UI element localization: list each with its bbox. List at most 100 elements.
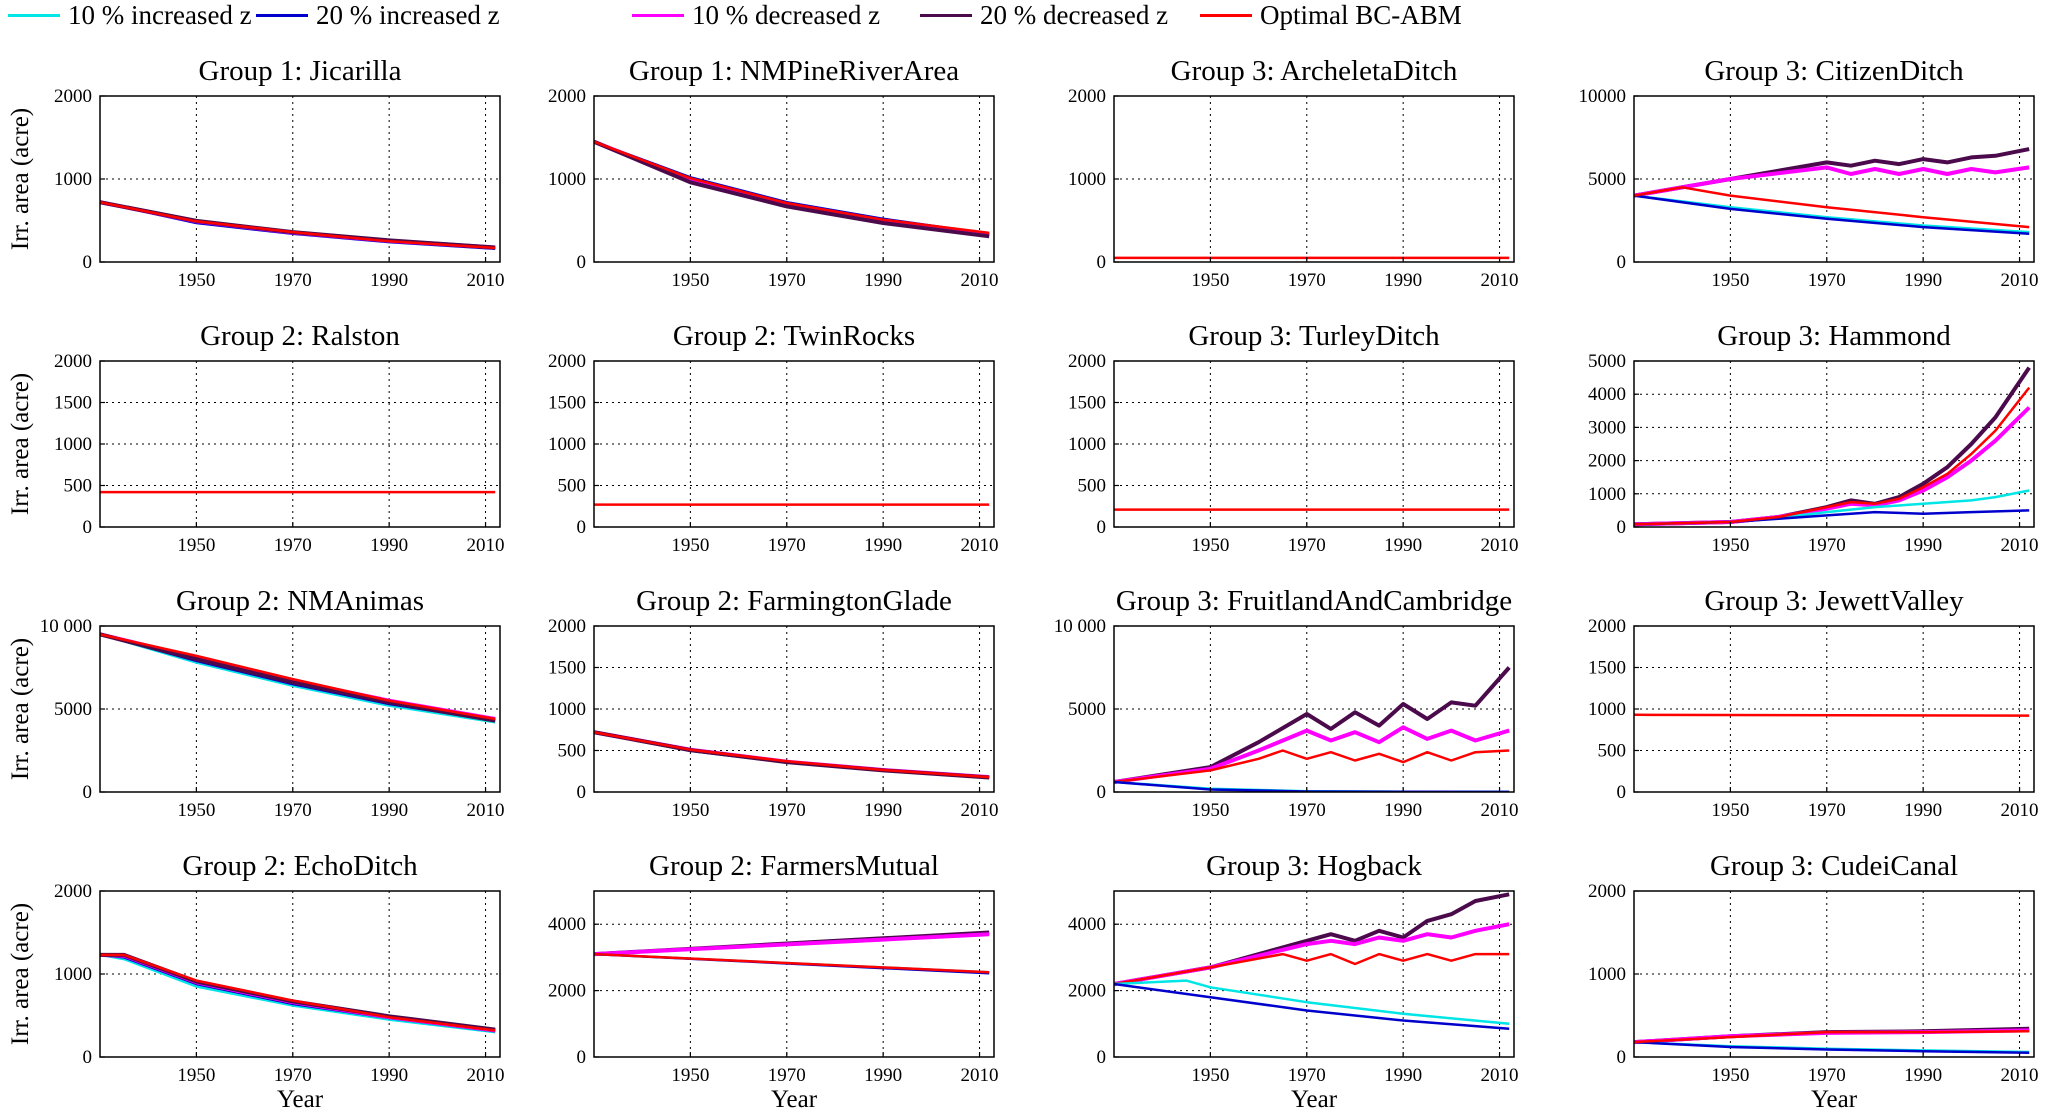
x-tick-label: 1950	[1711, 800, 1749, 821]
x-tick-label: 2010	[1481, 535, 1519, 556]
y-tick-label: 0	[1617, 782, 1627, 803]
x-tick-label: 1950	[177, 800, 215, 821]
x-tick-label: 1990	[1904, 800, 1942, 821]
y-tick-label: 2000	[54, 351, 92, 372]
y-tick-label: 1500	[1588, 658, 1626, 679]
x-tick-label: 1990	[864, 270, 902, 291]
x-tick-label: 2010	[1481, 270, 1519, 291]
series-line-s20inc	[1114, 780, 1510, 792]
y-tick-label: 0	[83, 782, 93, 803]
subplot-8: 1950 1970 1990 2010 0 1000 2000 3000 4000 5000 Gro…	[1588, 320, 2039, 556]
axes-frame	[593, 890, 995, 1058]
subplot-5: 1950 1970 1990 2010 0 500 1000 1500 2000 Group 2:…	[7, 320, 505, 556]
x-tick-label: 2010	[961, 1065, 999, 1086]
series-group	[100, 632, 496, 724]
y-tick-label: 1000	[1588, 699, 1626, 720]
x-tick-label: 1990	[1904, 270, 1942, 291]
legend-label-optimal: Optimal BC-ABM	[1260, 0, 1462, 30]
axes-frame	[1633, 360, 2035, 528]
series-line-s20dec	[1114, 666, 1511, 784]
series-line-optimal	[1634, 186, 2030, 229]
legend-swatch-10-increased	[8, 13, 60, 17]
x-tick-label: 2010	[961, 270, 999, 291]
x-tick-label: 1970	[274, 800, 312, 821]
series-group	[1114, 892, 1510, 1031]
legend-label-20-increased: 20 % increased z	[316, 0, 500, 30]
series-line-optimal	[1634, 1030, 2030, 1044]
x-tick-label: 1970	[274, 1065, 312, 1086]
x-tick-label: 1970	[274, 535, 312, 556]
y-tick-label: 0	[577, 252, 587, 273]
series-group	[594, 930, 990, 975]
x-tick-label: 1970	[768, 800, 806, 821]
x-tick-label: 2010	[467, 535, 505, 556]
legend-label-10-increased: 10 % increased z	[68, 0, 252, 30]
y-tick-label: 4000	[548, 914, 586, 935]
x-tick-label: 1950	[177, 270, 215, 291]
subplot-title: Group 1: NMPineRiverArea	[629, 55, 959, 87]
x-tick-label: 1990	[1384, 535, 1422, 556]
y-axis-label: Irr. area (acre)	[7, 108, 34, 250]
series-group	[100, 200, 496, 250]
subplot-16: 1950 1970 1990 2010 0 1000 2000 Group 3: CudeiC…	[1588, 850, 2039, 1108]
y-tick-label: 2000	[1588, 616, 1626, 637]
x-tick-label: 1990	[864, 535, 902, 556]
subplot-title: Group 1: Jicarilla	[199, 55, 402, 87]
x-axis-label: Year	[1811, 1086, 1858, 1108]
subplot-10: 1950 1970 1990 2010 0 500 1000 1500 2000 Group 2:…	[548, 585, 999, 821]
legend-item-optimal: Optimal BC-ABM	[1200, 0, 1462, 30]
x-tick-label: 1970	[274, 270, 312, 291]
y-tick-label: 4000	[1588, 384, 1626, 405]
y-tick-label: 0	[1097, 517, 1107, 538]
y-tick-label: 500	[1598, 741, 1627, 762]
series-group	[1114, 666, 1511, 792]
y-axis-label: Irr. area (acre)	[7, 903, 34, 1045]
y-tick-label: 2000	[1588, 451, 1626, 472]
subplot-title: Group 2: Ralston	[200, 320, 400, 352]
y-tick-label: 10000	[1579, 86, 1627, 107]
y-tick-label: 2000	[1068, 351, 1106, 372]
x-tick-label: 1990	[370, 1065, 408, 1086]
x-tick-label: 1950	[177, 1065, 215, 1086]
series-line-s10inc	[594, 730, 990, 779]
x-tick-label: 1950	[1191, 535, 1229, 556]
subplot-9: 1950 1970 1990 2010 0 5000 10 000 Group 2: NMAn…	[7, 585, 505, 821]
legend-item-10-decreased: 10 % decreased z	[632, 0, 880, 30]
series-line-optimal	[100, 953, 496, 1032]
y-tick-label: 1000	[1068, 434, 1106, 455]
subplot-2: 1950 1970 1990 2010 0 1000 2000 Group 1: NMPine…	[548, 55, 999, 291]
y-tick-label: 1000	[54, 169, 92, 190]
x-tick-label: 1970	[1808, 800, 1846, 821]
x-tick-label: 2010	[961, 800, 999, 821]
x-tick-label: 1990	[370, 270, 408, 291]
x-tick-label: 1950	[1191, 1065, 1229, 1086]
x-tick-label: 2010	[961, 535, 999, 556]
x-tick-label: 2010	[467, 1065, 505, 1086]
y-tick-label: 0	[83, 517, 93, 538]
series-line-optimal	[594, 140, 990, 235]
x-tick-label: 1990	[370, 800, 408, 821]
y-tick-label: 0	[1617, 252, 1627, 273]
legend-item-20-decreased: 20 % decreased z	[920, 0, 1168, 30]
y-tick-label: 1000	[1588, 964, 1626, 985]
x-tick-label: 1990	[1384, 270, 1422, 291]
x-tick-label: 2010	[1481, 800, 1519, 821]
subplot-11: 1950 1970 1990 2010 0 5000 10 000 Group 3: Frui…	[1054, 585, 1519, 821]
y-tick-label: 1000	[1588, 484, 1626, 505]
legend-swatch-10-decreased	[632, 13, 684, 17]
y-tick-label: 0	[1617, 1047, 1627, 1068]
x-tick-label: 1970	[1808, 1065, 1846, 1086]
y-axis-label: Irr. area (acre)	[7, 373, 34, 515]
y-tick-label: 1000	[548, 699, 586, 720]
y-tick-label: 1500	[1068, 393, 1106, 414]
series-line-s20inc	[1114, 982, 1510, 1031]
series-line-optimal	[1634, 713, 2030, 717]
subplot-title: Group 2: NMAnimas	[176, 585, 424, 617]
y-tick-label: 5000	[1588, 169, 1626, 190]
y-tick-label: 10 000	[1054, 616, 1106, 637]
y-axis-label: Irr. area (acre)	[7, 638, 34, 780]
x-tick-label: 2010	[1481, 1065, 1519, 1086]
series-group	[100, 952, 496, 1034]
subplot-13: 1950 1970 1990 2010 0 1000 2000 Group 2: EchoDi…	[7, 850, 505, 1108]
